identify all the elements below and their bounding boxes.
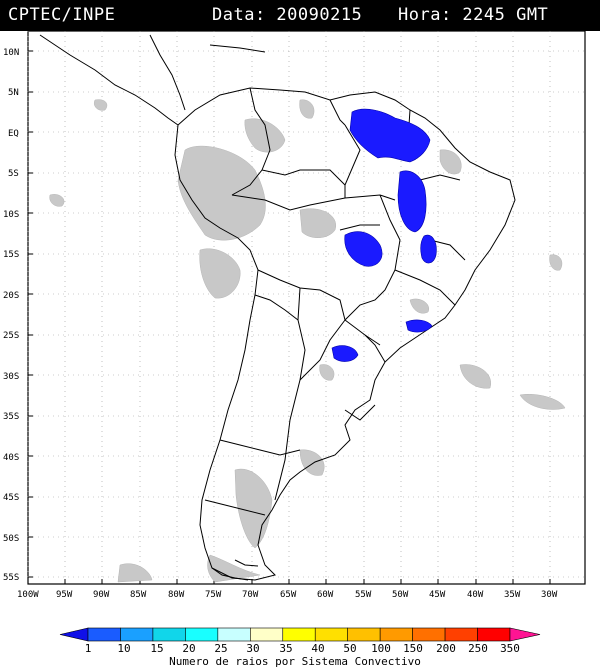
colorbar-right-arrow	[509, 627, 541, 642]
colorbar-swatch	[379, 627, 413, 642]
colorbar-label: 10	[117, 642, 130, 655]
colorbar-left-arrow	[59, 627, 89, 642]
lon-label: 55W	[355, 590, 372, 600]
lat-label: 50S	[3, 534, 19, 544]
lon-label: 95W	[56, 590, 73, 600]
lat-label: 5N	[8, 88, 19, 98]
lat-label: 10N	[3, 48, 19, 58]
convective-systems	[331, 108, 437, 362]
colorbar-swatch	[412, 627, 446, 642]
lat-label: 45S	[3, 493, 19, 503]
colorbar-label: 50	[343, 642, 356, 655]
convection-cell-east	[420, 234, 437, 264]
lon-label: 90W	[93, 590, 110, 600]
lon-label: 45W	[429, 590, 446, 600]
colorbar-label: 150	[403, 642, 423, 655]
date-label: Data: 20090215	[212, 5, 363, 25]
colorbar-labels: 1 10 15 20 25 30 35 40 50 100 150 200 25…	[85, 642, 520, 655]
lon-label: 60W	[317, 590, 334, 600]
colorbar-swatch	[250, 627, 284, 642]
colorbar-label: 25	[214, 642, 227, 655]
colorbar-swatch	[282, 627, 316, 642]
colorbar-label: 20	[182, 642, 195, 655]
lat-label: 20S	[3, 291, 19, 301]
convection-cell-amazon-mouth	[349, 108, 431, 163]
lat-label: 55S	[3, 573, 19, 583]
lon-label: 50W	[392, 590, 409, 600]
lat-label: 25S	[3, 331, 19, 341]
colorbar-title: Numero de raios por Sistema Convectivo	[169, 655, 421, 668]
convection-cell-southeast	[405, 319, 433, 333]
map-frame	[27, 30, 586, 585]
colorbar-swatch	[444, 627, 478, 642]
lat-label: 30S	[3, 372, 19, 382]
header-bar: CPTEC/INPE Data: 20090215 Hora: 2245 GMT	[0, 0, 600, 31]
colorbar-swatch	[314, 627, 348, 642]
lat-label: 15S	[3, 250, 19, 260]
lat-label: EQ	[8, 129, 19, 139]
cloud-cover	[49, 99, 566, 583]
lon-label: 80W	[168, 590, 185, 600]
lon-label: 65W	[280, 590, 297, 600]
colorbar-swatch	[347, 627, 381, 642]
colorbar-label: 100	[371, 642, 391, 655]
source-label: CPTEC/INPE	[8, 5, 116, 25]
convection-cell-central	[344, 231, 383, 267]
colorbar-label: 15	[150, 642, 163, 655]
colorbar-label: 350	[500, 642, 520, 655]
lon-label: 85W	[130, 590, 147, 600]
lat-label: 10S	[3, 210, 19, 220]
colorbar-swatch	[185, 627, 219, 642]
lon-label: 30W	[541, 590, 558, 600]
lat-label: 40S	[3, 453, 19, 463]
time-label: Hora: 2245 GMT	[398, 5, 549, 25]
colorbar-swatch	[152, 627, 186, 642]
lat-label: 5S	[8, 169, 19, 179]
colorbar-label: 35	[279, 642, 292, 655]
colorbar-label: 250	[468, 642, 488, 655]
colorbar-swatch	[120, 627, 154, 642]
lon-label: 70W	[242, 590, 259, 600]
colorbar-label: 1	[85, 642, 92, 655]
lon-label: 35W	[504, 590, 521, 600]
convection-cell-north	[397, 170, 427, 233]
colorbar-swatch	[217, 627, 251, 642]
colorbar-swatch	[87, 627, 121, 642]
longitude-labels: 100W 95W 90W 85W 80W 75W 70W 65W 60W 55W…	[17, 590, 558, 600]
colorbar-label: 40	[311, 642, 324, 655]
convection-cell-south	[331, 345, 359, 362]
coastlines-and-borders	[39, 34, 516, 581]
latitude-labels: 10N 5N EQ 5S 10S 15S 20S 25S 30S 35S 40S…	[3, 48, 19, 583]
lon-label: 75W	[205, 590, 222, 600]
colorbar-swatch	[477, 627, 511, 642]
lon-label: 100W	[17, 590, 39, 600]
colorbar-label: 200	[436, 642, 456, 655]
colorbar	[59, 627, 541, 642]
lat-label: 35S	[3, 412, 19, 422]
lon-label: 40W	[467, 590, 484, 600]
colorbar-label: 30	[246, 642, 259, 655]
